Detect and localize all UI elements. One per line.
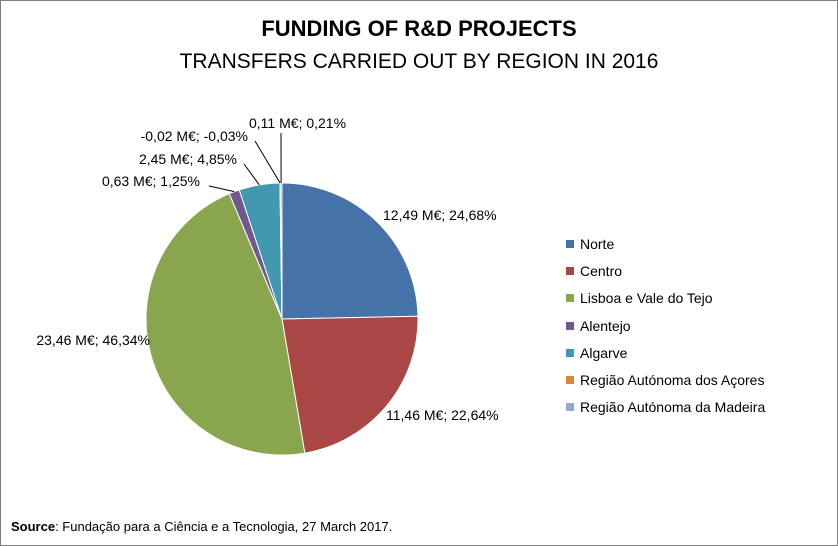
legend-swatch [566,239,574,248]
legend-item: Algarve [566,339,765,366]
legend: Norte Centro Lisboa e Vale do Tejo Alentejo… [566,230,765,421]
leader-line [243,163,260,186]
chart-title: FUNDING OF R&D PROJECTS [261,16,577,41]
chart-subtitle: TRANSFERS CARRIED OUT BY REGION IN 2016 [179,50,659,73]
data-label: 2,45 M€; 4,85% [139,151,237,167]
leader-line [254,140,281,184]
pie-slice-lisboa-e-vale-do-tejo [145,192,306,456]
data-label: 0,63 M€; 1,25% [102,173,200,189]
legend-swatch [566,348,574,357]
legend-swatch [566,266,574,275]
pie-slice-regi-o-aut-noma-da-madeira [279,182,283,320]
legend-label: Região Autónoma dos Açores [580,372,765,389]
data-label: 0,11 M€; 0,21% [249,115,346,131]
legend-label: Centro [580,262,623,279]
legend-item: Alentejo [566,312,765,339]
data-label: -0,02 M€; -0,03% [141,128,248,144]
legend-item: Norte [566,230,765,257]
legend-swatch [566,321,574,330]
legend-swatch [566,294,574,303]
legend-label: Alentejo [580,317,631,334]
legend-label: Algarve [580,344,628,361]
legend-item: Centro [566,257,765,284]
leader-line [208,185,235,193]
legend-item: Região Autónoma dos Açores [566,366,765,393]
source-note: Source: Fundação para a Ciência e a Tecn… [11,519,392,534]
legend-label: Lisboa e Vale do Tejo [580,290,713,307]
source-label: Source [11,519,56,534]
source-text: : Fundação para a Ciência e a Tecnologia… [55,519,393,534]
leader-lines [208,132,282,193]
legend-swatch [566,403,574,412]
data-label: 11,46 M€; 22,64% [386,407,499,423]
pie-slice-norte [281,182,419,320]
legend-item: Lisboa e Vale do Tejo [566,285,765,312]
pie-slices [145,182,419,456]
data-label: 23,46 M€; 46,34% [36,332,150,348]
legend-swatch [566,376,574,385]
legend-label: Região Autónoma da Madeira [580,399,766,416]
pie-slice-centro [281,315,419,454]
legend-item: Região Autónoma da Madeira [566,394,765,421]
data-labels: 12,49 M€; 24,68% 11,46 M€; 22,64% 23,46 M€… [36,115,498,423]
data-label: 12,49 M€; 24,68% [383,207,497,223]
legend-label: Norte [580,235,615,252]
